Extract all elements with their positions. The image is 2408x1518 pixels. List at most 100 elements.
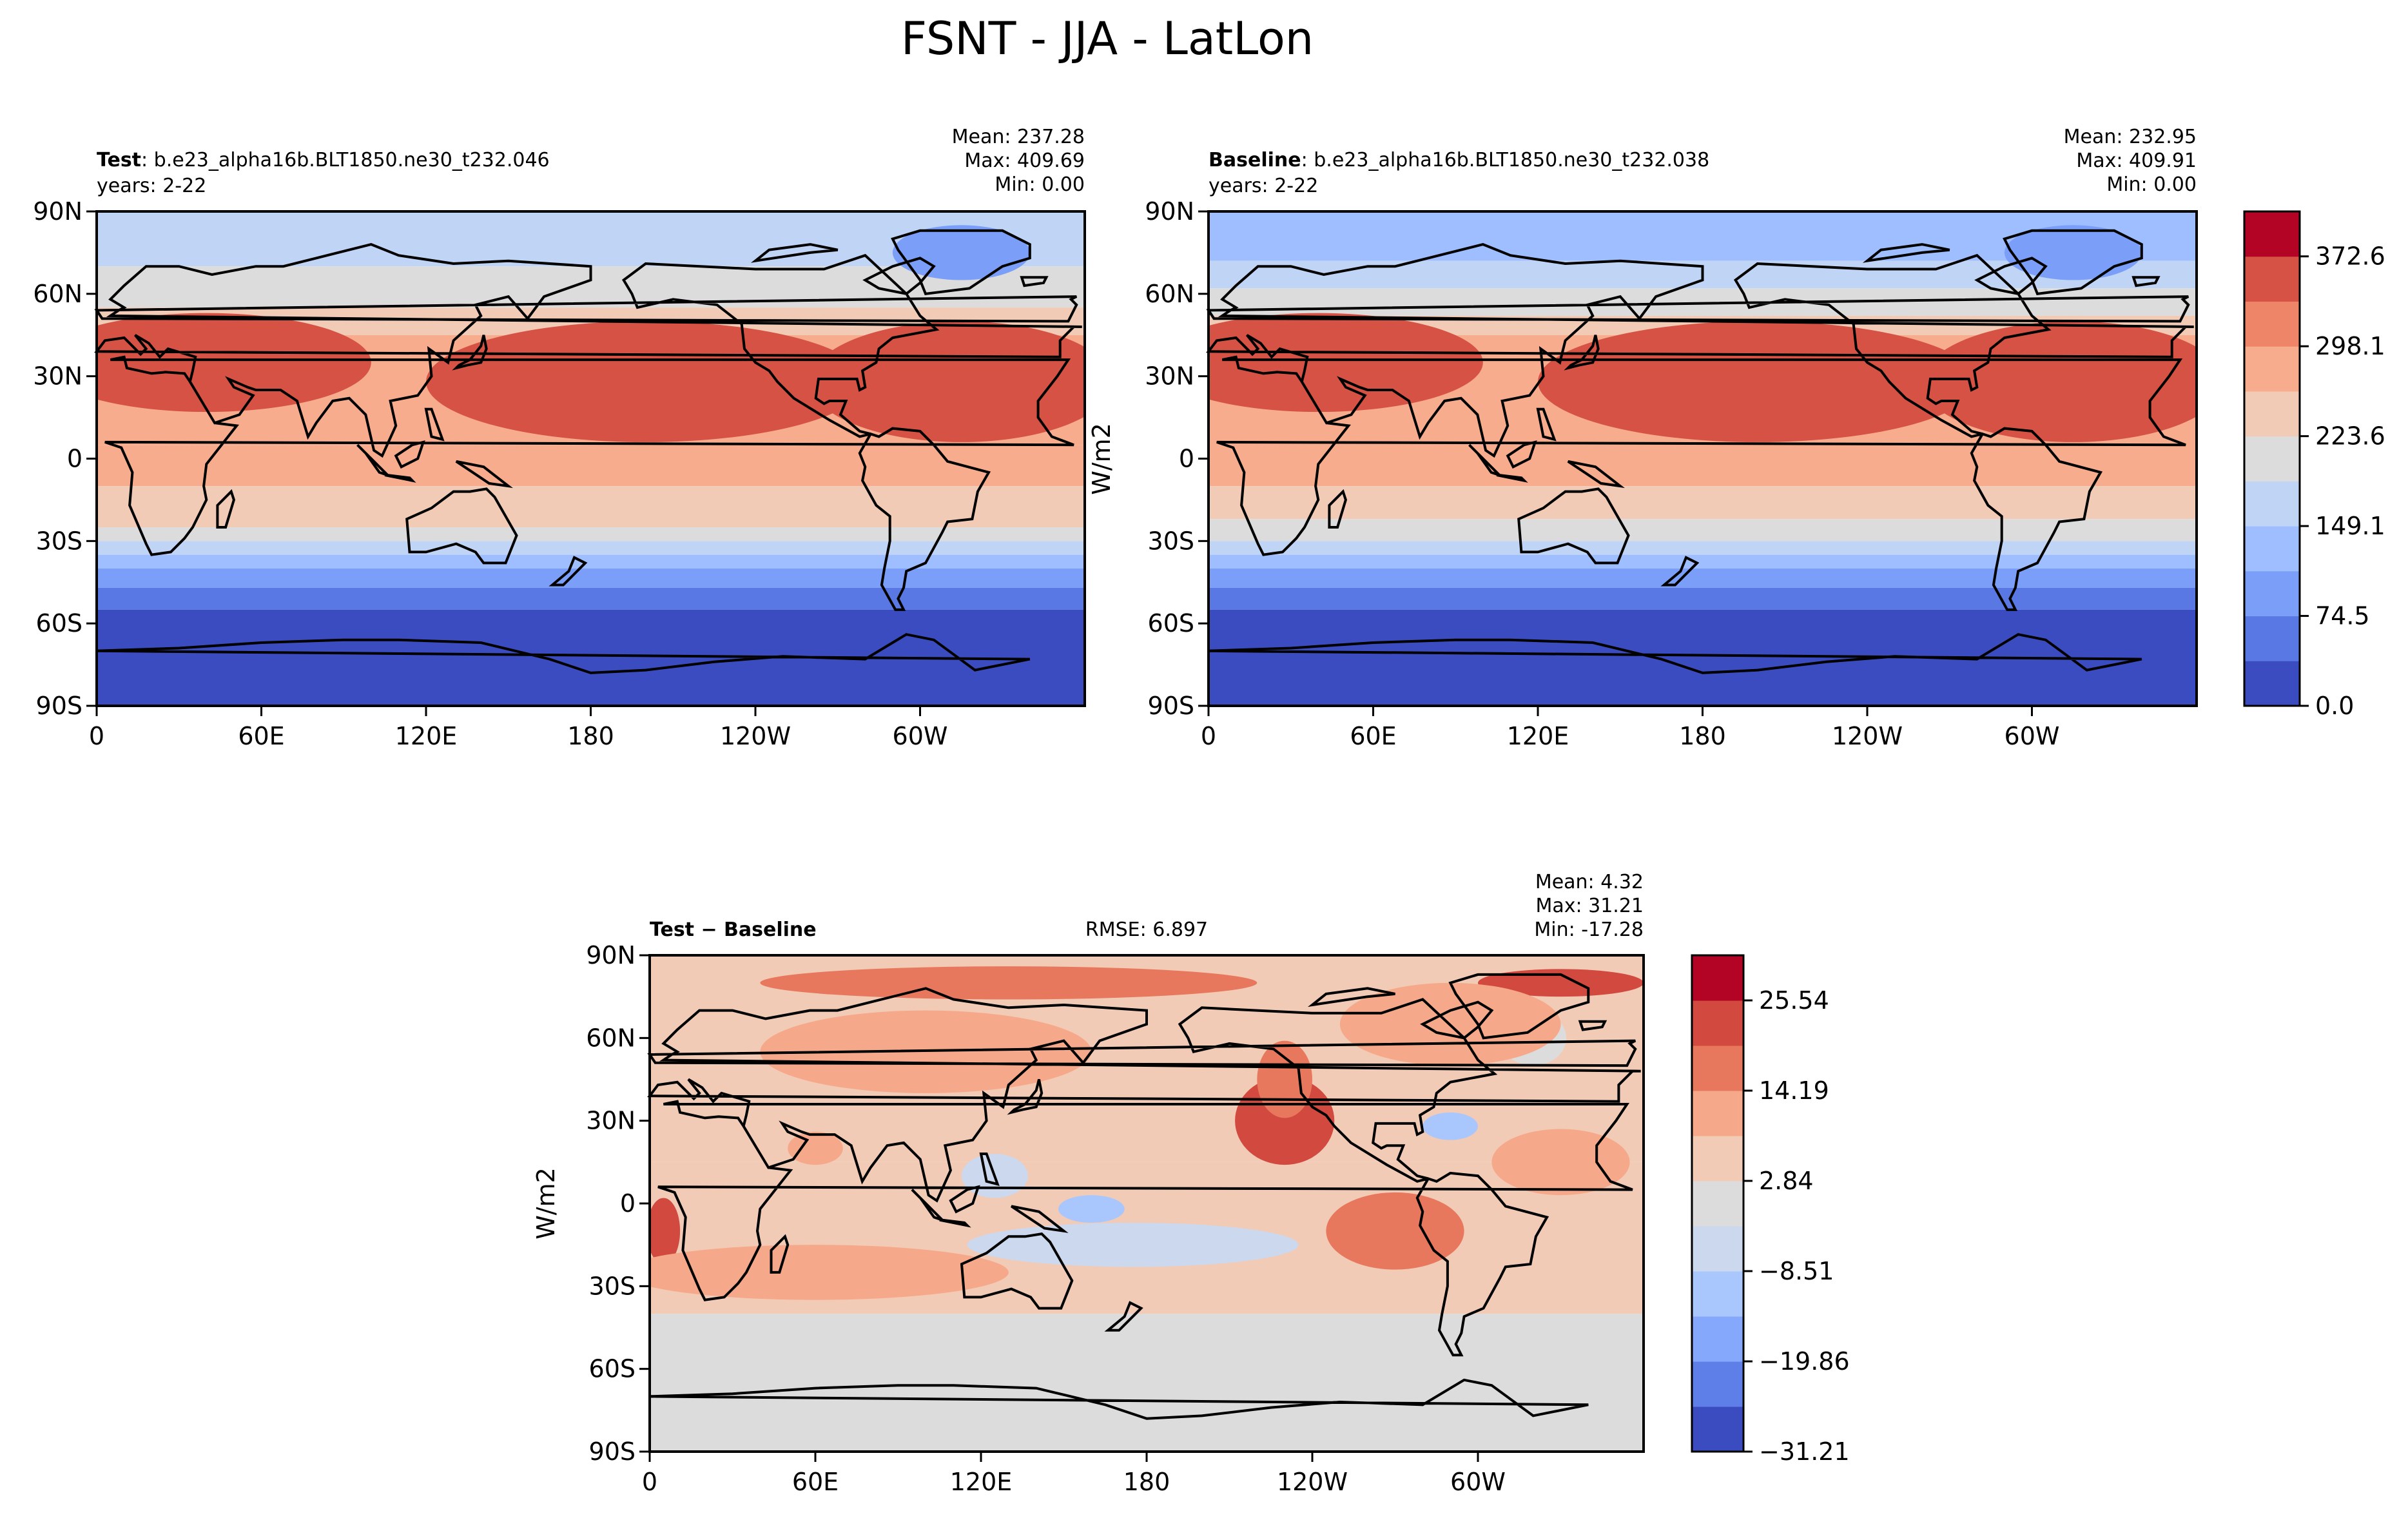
stat-max-baseline: Max: 409.91 — [2076, 150, 2197, 172]
band-8 — [97, 554, 1085, 569]
hotspot-4 — [1922, 321, 2197, 442]
colorbar-segment — [2244, 616, 2300, 661]
y-tick-label: 90N — [586, 941, 636, 969]
band-2 — [1209, 288, 2197, 316]
y-tick-label: 90N — [33, 197, 83, 226]
colorbar-segment — [2244, 436, 2300, 482]
hotspot-6 — [892, 225, 1030, 280]
y-ticks-test: 90N 60N 30N 0 30S 60S 90S — [33, 197, 97, 720]
label-bold-baseline: Baseline — [1209, 149, 1301, 171]
x-ticks-test: 0 60E 120E 180 120W 60W — [89, 706, 948, 750]
colorbar-segment — [2244, 346, 2300, 392]
y-tick-label: 60N — [586, 1024, 636, 1052]
hotspot-14 — [1422, 1112, 1479, 1140]
colorbar-tick-label: 149.1 — [2315, 512, 2385, 540]
colorbar-tick-label: 2.84 — [1759, 1167, 1814, 1195]
stat-mean-test: Mean: 237.28 — [952, 126, 1085, 148]
x-tick-label: 120W — [1832, 722, 1903, 750]
band-0 — [650, 1314, 1644, 1452]
band-10 — [1209, 587, 2197, 610]
x-tick-label: 60E — [792, 1468, 839, 1496]
x-tick-label: 0 — [89, 722, 104, 750]
x-tick-label: 120W — [720, 722, 791, 750]
hotspot-2 — [1257, 1040, 1312, 1118]
x-tick-label: 60W — [2005, 722, 2060, 750]
ylabel-baseline: W/m2 — [1087, 423, 1116, 495]
band-10 — [97, 587, 1085, 610]
y-tick-label: 30S — [589, 1272, 636, 1300]
colorbar-segment — [1692, 1091, 1743, 1136]
colorbar-tick-label: 74.5 — [2315, 602, 2370, 630]
hotspot-6 — [2004, 225, 2142, 280]
panel-difference: 0 60E 120E 180 120W 60W 90N 60N 30N 0 30S 60S 90S T… — [532, 871, 1645, 1496]
figure-title: FSNT - JJA - LatLon — [901, 12, 1314, 65]
y-tick-label: 60N — [1145, 280, 1194, 308]
y-tick-label: 30S — [1148, 527, 1194, 555]
colorbar-tick-label: −31.21 — [1759, 1437, 1850, 1466]
coastlines-test — [94, 229, 1082, 706]
colorbar-tick-label: 223.6 — [2315, 422, 2385, 451]
colorbar-tick-label: 0.0 — [2315, 692, 2354, 720]
hotspot-11 — [1058, 1195, 1125, 1223]
x-ticks-difference: 0 60E 120E 180 120W 60W — [642, 1452, 1506, 1496]
colorbar-tick-label: −19.86 — [1759, 1347, 1850, 1376]
header-baseline: Baseline: b.e23_alpha16b.BLT1850.ne30_t2… — [1209, 149, 1709, 171]
rmse-difference: RMSE: 6.897 — [1085, 919, 1208, 941]
colorbar-segment — [1692, 1136, 1743, 1182]
y-tick-label: 0 — [67, 445, 83, 473]
hotspot-6 — [760, 966, 1257, 1000]
hotspot-7 — [1478, 969, 1644, 997]
band-5 — [97, 486, 1085, 528]
colorbar-segment — [2244, 391, 2300, 437]
stat-min-difference: Min: -17.28 — [1534, 919, 1644, 941]
colorbar-segment — [2244, 211, 2300, 257]
y-tick-label: 60S — [589, 1355, 636, 1383]
colorbar-segment — [2244, 481, 2300, 527]
colorbar-main: 372.6 298.1 223.6 149.1 74.5 0.0 — [2243, 210, 2385, 720]
colorbar-frame — [1691, 954, 1745, 1453]
x-tick-label: 180 — [1679, 722, 1726, 750]
hotspot-5 — [1209, 313, 1483, 413]
stat-max-difference: Max: 31.21 — [1535, 895, 1644, 917]
colorbar-tick-label: −8.51 — [1759, 1257, 1834, 1285]
label-rest-test: : b.e23_alpha16b.BLT1850.ne30_t232.046 — [141, 149, 550, 171]
band-8 — [1209, 554, 2197, 569]
y-tick-label: 0 — [1179, 445, 1194, 473]
x-tick-label: 180 — [1123, 1468, 1170, 1496]
hotspot-8 — [1491, 1129, 1630, 1196]
colorbar-segment — [1692, 1226, 1743, 1272]
hotspot-17 — [650, 1245, 1009, 1300]
x-tick-label: 120E — [950, 1468, 1013, 1496]
hotspot-5 — [650, 1198, 681, 1265]
stat-mean-difference: Mean: 4.32 — [1535, 871, 1644, 893]
hotspot-3 — [426, 321, 866, 442]
y-ticks-baseline: 90N 60N 30N 0 30S 60S 90S — [1145, 197, 1209, 720]
band-9 — [1209, 568, 2197, 588]
label-rest-baseline: : b.e23_alpha16b.BLT1850.ne30_t232.038 — [1301, 149, 1710, 171]
stat-max-test: Max: 409.69 — [964, 150, 1085, 172]
years-baseline: years: 2-22 — [1209, 175, 1318, 197]
header-test: Test: b.e23_alpha16b.BLT1850.ne30_t232.0… — [97, 149, 550, 171]
x-tick-label: 60W — [1450, 1468, 1506, 1496]
colorbar-segment — [1692, 1406, 1743, 1452]
colorbar-tick-label: 14.19 — [1759, 1076, 1829, 1105]
y-tick-label: 90N — [1145, 197, 1194, 226]
colorbar-tick-label: 25.54 — [1759, 986, 1829, 1015]
colorbar-segment — [2244, 301, 2300, 347]
hotspot-9 — [788, 1131, 843, 1165]
band-7 — [97, 541, 1085, 555]
field-baseline — [1209, 211, 2197, 706]
years-test: years: 2-22 — [97, 175, 206, 197]
colorbar-segment — [2244, 661, 2300, 706]
stat-min-baseline: Min: 0.00 — [2106, 173, 2197, 196]
y-tick-label: 60S — [36, 609, 83, 637]
y-tick-label: 0 — [620, 1189, 636, 1218]
colorbar-frame — [2243, 210, 2301, 707]
coastlines-baseline — [1206, 229, 2194, 706]
colorbar-segment — [1692, 1181, 1743, 1227]
x-tick-label: 60W — [893, 722, 948, 750]
hotspot-3 — [1538, 321, 1977, 442]
colorbar-segment — [1692, 1046, 1743, 1091]
x-tick-label: 60E — [1350, 722, 1396, 750]
